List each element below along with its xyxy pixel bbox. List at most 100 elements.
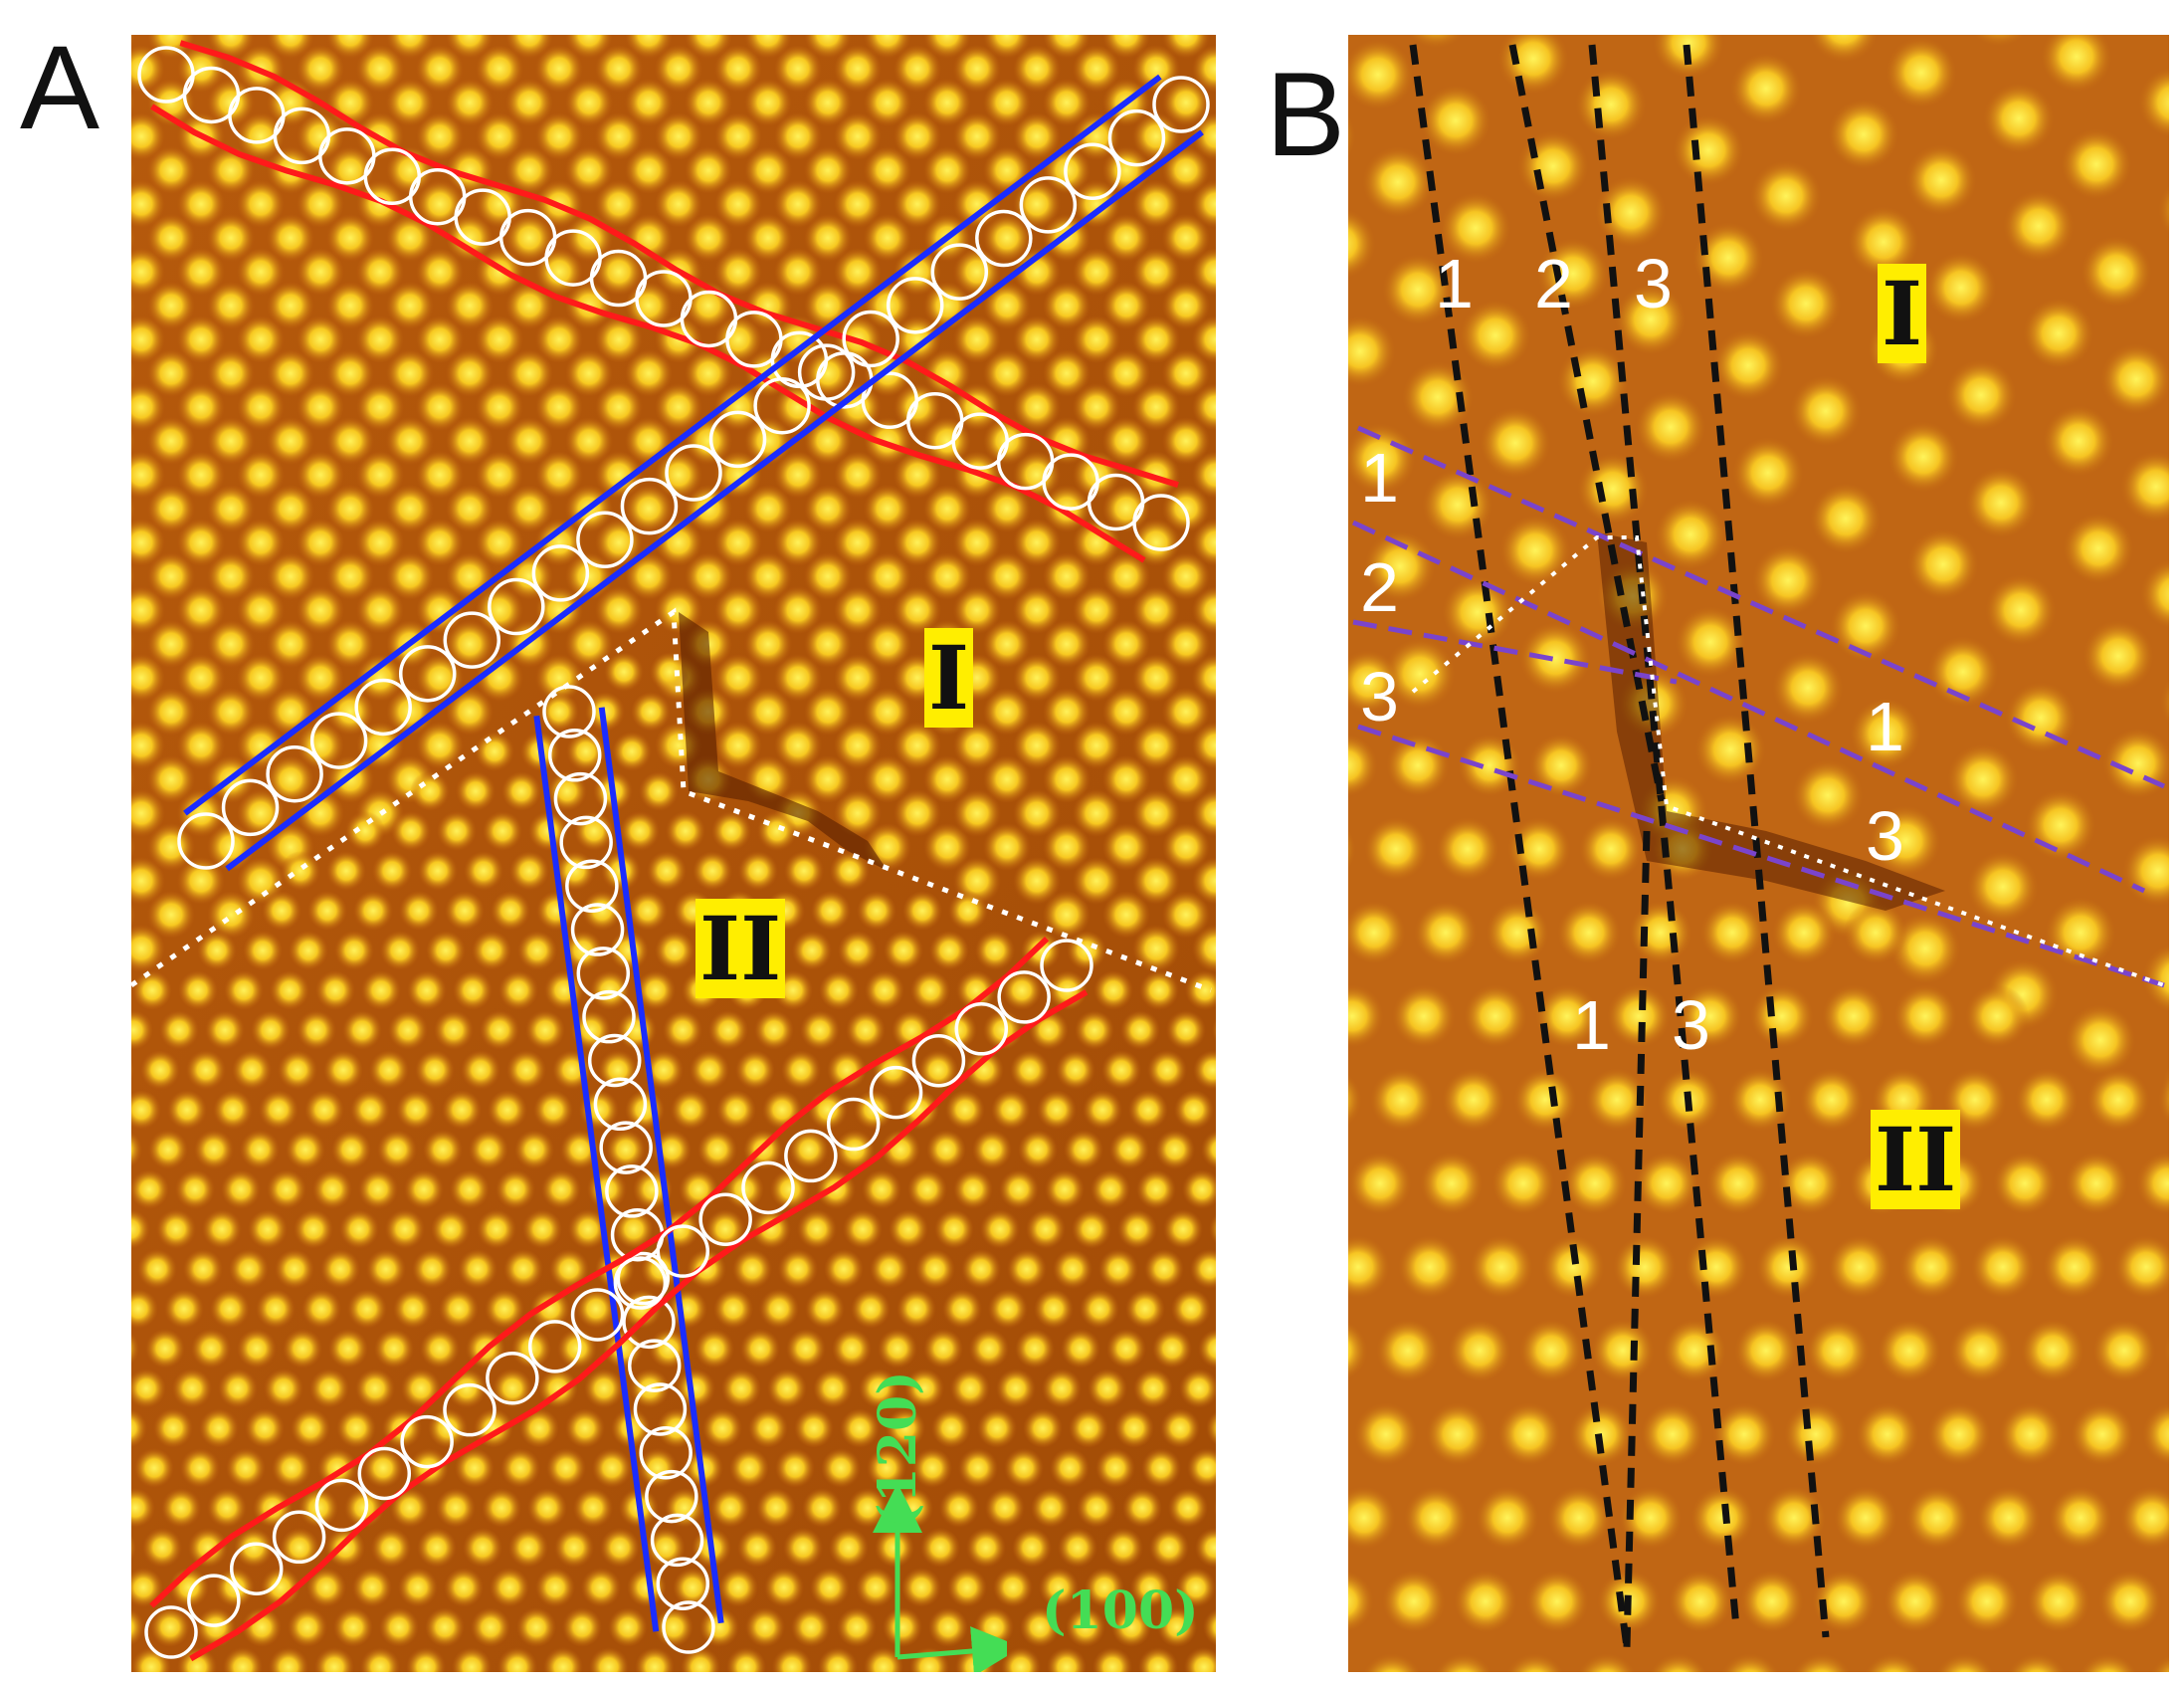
atom [147,891,195,939]
atom [1440,192,1511,264]
atom [1899,1235,1963,1299]
atom [175,1169,215,1209]
atom [131,1209,150,1249]
atom [862,1169,901,1209]
atom [210,1289,250,1329]
atom [331,1130,371,1169]
atom [889,1209,928,1249]
atom [505,146,553,194]
atom [1083,1090,1122,1130]
atom [153,1408,193,1448]
atom [2142,944,2169,1013]
atom-marker [930,243,989,301]
atom [240,1130,280,1169]
atom [1557,345,1629,417]
atom [1192,857,1216,905]
atom [505,417,553,465]
atom [416,519,464,566]
atom [446,485,494,532]
atom [463,1528,502,1568]
atom [1563,1152,1627,1215]
atom [1772,901,1836,964]
atom [475,732,514,771]
atom [1752,544,1824,616]
atom-marker [443,1382,496,1437]
atom [983,349,1031,397]
atom [983,688,1031,736]
atom [1192,316,1216,363]
atom [1132,654,1180,702]
atom [356,654,404,702]
atom [1162,688,1210,736]
atom [1348,1570,1374,1633]
atom-marker [314,1478,369,1533]
atom [386,282,434,329]
atom [1420,85,1491,156]
atom [729,1448,769,1488]
atom [353,891,393,931]
atom [983,35,1031,59]
atom [950,1369,990,1408]
atom [834,789,882,837]
atom [1015,1329,1055,1369]
atom [864,1647,903,1672]
atom-marker [797,343,856,401]
atom [267,485,314,532]
atom [969,1329,1009,1369]
atom [2086,1068,2150,1132]
atom [999,1169,1039,1209]
atom [476,519,523,566]
atom [207,485,255,532]
atom [884,931,923,970]
atom [131,698,135,726]
atom [1448,1319,1511,1382]
atom [446,79,494,126]
atom-marker [662,1600,715,1654]
atom [1157,1607,1197,1647]
atom [1947,743,2019,815]
atom [131,112,165,160]
atom [491,891,530,931]
atom [1192,383,1216,431]
atom [412,1249,452,1289]
atom-marker [997,970,1051,1024]
atom [1476,1486,1539,1550]
atom [1675,606,1746,678]
atom [1348,901,1406,964]
atom [177,248,225,296]
atom [1042,1369,1082,1408]
atom [326,282,374,329]
atom [910,970,950,1010]
atom [297,45,344,93]
atom [297,383,344,431]
atom [464,851,503,891]
atom [1927,636,1999,708]
row-label-right-1: 1 [1866,688,1904,765]
atom [1184,1647,1216,1672]
atom [1018,1130,1058,1169]
atom-marker [565,859,619,913]
atom [985,1488,1025,1528]
atom [708,1010,748,1050]
atom [699,1607,739,1647]
atom [132,970,172,1010]
atom [205,1010,245,1050]
atom [535,112,583,160]
atom [744,485,792,532]
atom [1037,1090,1077,1130]
atom [307,891,347,931]
atom-marker [266,744,323,803]
atom-marker [229,1542,284,1595]
atom [1162,755,1210,803]
atom [1828,99,1899,170]
atom [1750,984,1814,1048]
atom [1577,1653,1637,1672]
atom [431,1209,471,1249]
atom [1132,383,1180,431]
atom [245,1408,285,1448]
atom [1635,391,1706,463]
atom [1547,1486,1611,1550]
atom [1192,248,1216,296]
atom [1370,1068,1434,1132]
atom [644,1050,684,1090]
